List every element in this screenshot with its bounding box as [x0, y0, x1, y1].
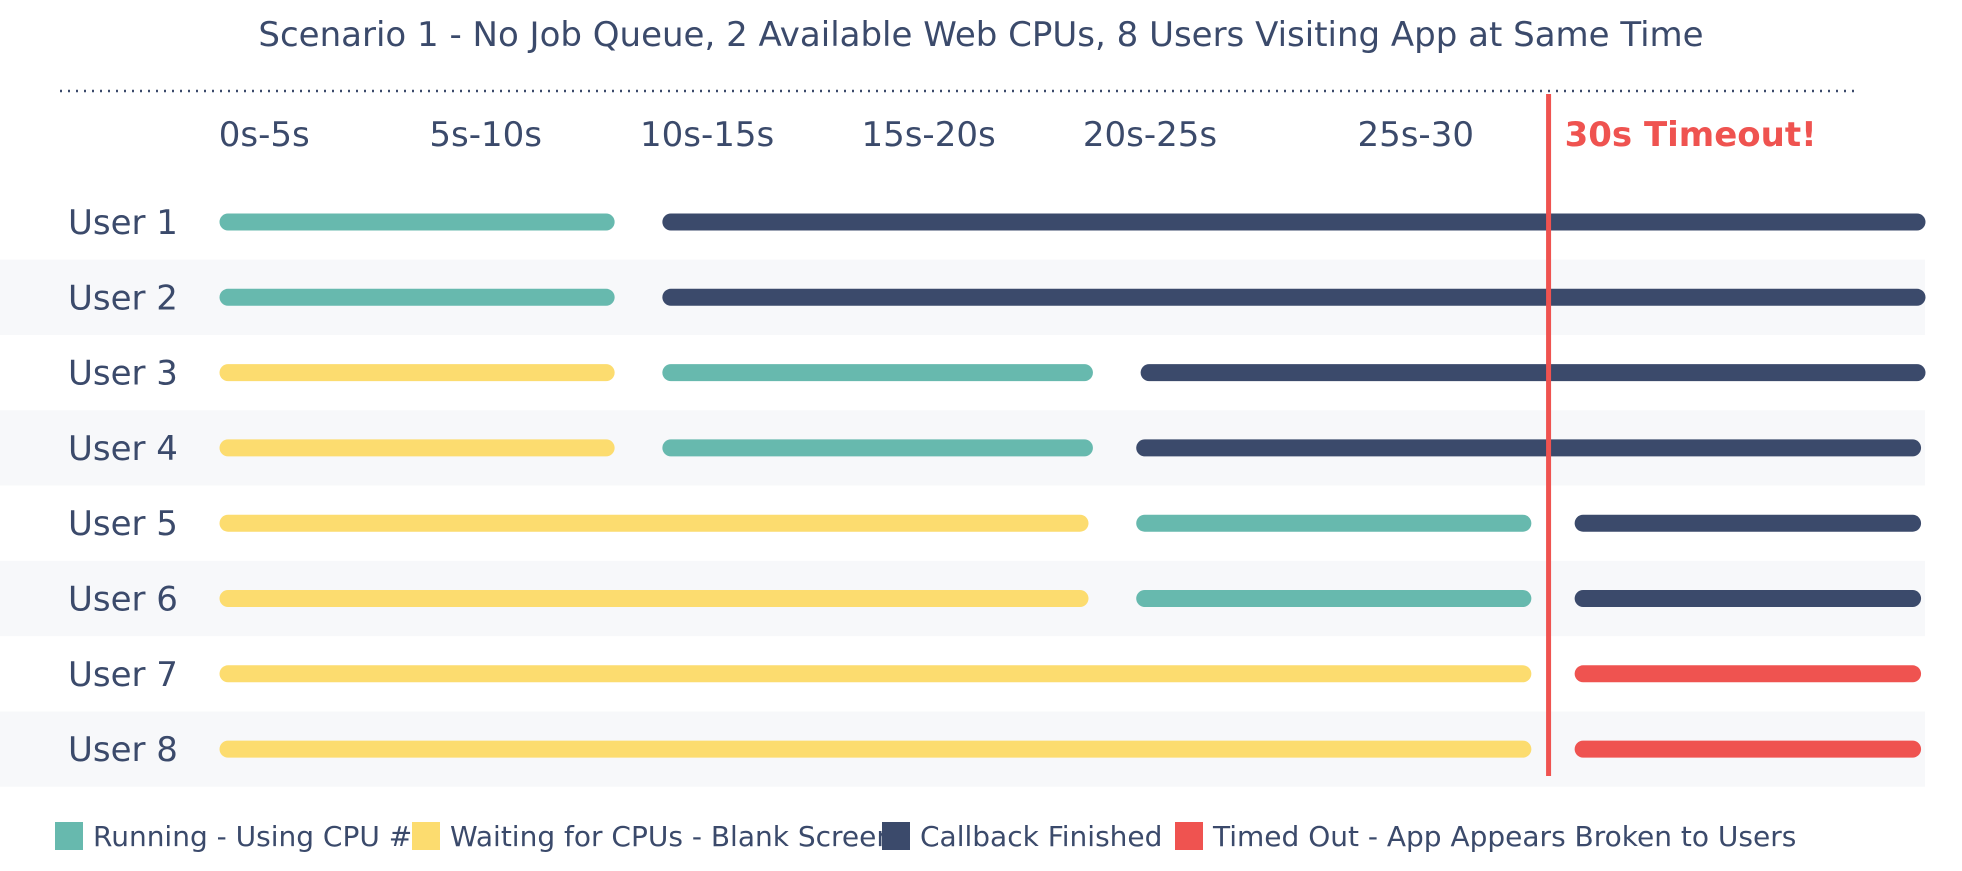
- timeout-marker: 30s Timeout!: [1546, 94, 1817, 776]
- legend-label: Timed Out - App Appears Broken to Users: [1212, 820, 1796, 853]
- x-tick-label: 0s-5s: [219, 115, 310, 155]
- user-labels: User 1 User 2 User 3 User 4 User 5 User 6 User…: [68, 203, 178, 770]
- user-label: User 2: [68, 278, 178, 318]
- user-label: User 8: [68, 730, 178, 770]
- x-axis-ticks: 0s-5s 5s-10s 10s-15s 15s-20s 20s-25s 25s-30: [219, 115, 1474, 155]
- user-label: User 7: [68, 655, 178, 695]
- legend-swatch-running: [55, 822, 83, 850]
- user-label: User 3: [68, 354, 178, 394]
- timeout-label: 30s Timeout!: [1565, 115, 1817, 155]
- legend-label: Callback Finished: [920, 820, 1162, 853]
- chart-subtitle: Scenario 1 - No Job Queue, 2 Available W…: [258, 15, 1703, 55]
- x-tick-label: 10s-15s: [640, 115, 774, 155]
- x-tick-label: 15s-20s: [861, 115, 995, 155]
- legend-swatch-timedout: [1175, 822, 1203, 850]
- legend-label: Waiting for CPUs - Blank Screen: [450, 820, 894, 853]
- legend-swatch-waiting: [412, 822, 440, 850]
- x-tick-label: 20s-25s: [1083, 115, 1217, 155]
- user-label: User 5: [68, 504, 178, 544]
- user-label: User 6: [68, 580, 178, 620]
- legend-swatch-finished: [882, 822, 910, 850]
- user-label: User 1: [68, 203, 178, 243]
- timeline-bars: [219, 213, 1926, 758]
- legend-label: Running - Using CPU #: [93, 820, 412, 853]
- x-tick-label: 5s-10s: [429, 115, 542, 155]
- legend: Running - Using CPU # Waiting for CPUs - …: [55, 820, 1796, 853]
- x-tick-label: 25s-30: [1357, 115, 1474, 155]
- user-label: User 4: [68, 429, 178, 469]
